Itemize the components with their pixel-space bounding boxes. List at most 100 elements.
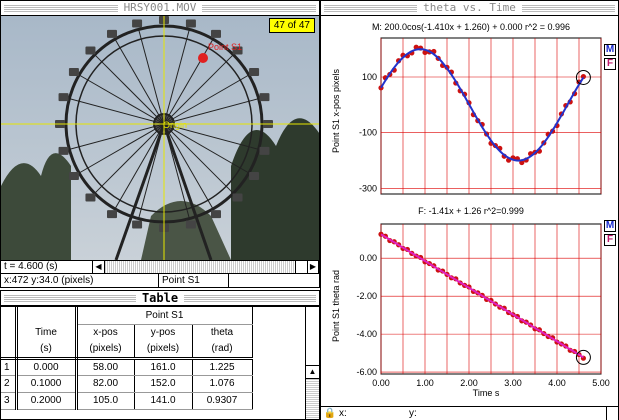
gondola: [58, 93, 69, 102]
y-tick-label: -6.00: [356, 367, 377, 377]
y-tick-label: -100: [359, 128, 377, 138]
fit-curve: [380, 233, 584, 359]
gondola: [58, 146, 69, 155]
time-readout: t = 4.600 (s): [1, 261, 93, 273]
cell-theta[interactable]: 1.225: [192, 358, 253, 376]
scroll-up-icon[interactable]: ▲: [306, 365, 319, 379]
x-axis-label: Time s: [473, 388, 500, 398]
gondola: [132, 19, 143, 28]
tracked-point-marker: [198, 53, 208, 63]
resize-box-icon[interactable]: [606, 407, 618, 420]
step-back-icon[interactable]: ◀: [93, 261, 105, 273]
current-point-marker: [575, 69, 591, 85]
x-tick-label: 5.00: [592, 378, 610, 388]
frame-slider-thumb[interactable]: [295, 261, 307, 273]
gondola: [68, 68, 79, 76]
movie-frame[interactable]: Point S1 Origin 47 of 47: [0, 16, 320, 260]
cell-theta[interactable]: 1.076: [192, 375, 253, 393]
col-header-y[interactable]: y-pos: [134, 324, 193, 341]
gondola: [185, 220, 196, 229]
graph-title-text: theta vs. Time: [417, 1, 522, 14]
row-index: 2: [1, 375, 18, 393]
graph-footer: 🔒 x: y:: [321, 406, 618, 420]
table-row[interactable]: 2 0.1000 82.00 152.0 1.076: [1, 375, 253, 393]
col-unit-x: (pixels): [76, 341, 135, 360]
x-tick-label: 4.00: [548, 378, 566, 388]
gondola: [259, 146, 270, 155]
graph-canvas[interactable]: M: 200.0cos(-1.410x + 1.260) + 0.000 r^2…: [321, 16, 618, 420]
movie-controls: t = 4.600 (s) ◀ ▶: [0, 260, 320, 274]
table-window-title[interactable]: Table: [0, 290, 320, 306]
row-index: 1: [1, 358, 18, 376]
gondola: [68, 172, 79, 180]
fit-curve: [380, 48, 585, 162]
origin-label: Origin: [163, 120, 187, 130]
col-header-x[interactable]: x-pos: [76, 324, 135, 341]
m-model-button-lower[interactable]: M: [604, 220, 616, 232]
cell-x[interactable]: 58.00: [76, 358, 135, 376]
y-tick-label: -2.00: [356, 291, 377, 301]
step-forward-icon[interactable]: ▶: [307, 261, 319, 273]
cell-theta[interactable]: 0.9307: [192, 392, 253, 410]
table-scrollbar[interactable]: ▲: [305, 307, 319, 419]
point-s1-label: Point S1: [208, 42, 242, 52]
footer-x-readout: x:: [339, 408, 347, 419]
cell-time[interactable]: 0.000: [16, 358, 78, 376]
current-point-marker: [575, 349, 591, 365]
table-row[interactable]: 3 0.2000 105.0 141.0 0.9307: [1, 392, 253, 410]
graph-window: M: 200.0cos(-1.410x + 1.260) + 0.000 r^2…: [320, 16, 619, 420]
coordinate-readout: x:472 y:34.0 (pixels): [1, 274, 159, 287]
col-unit-time: (s): [16, 341, 78, 360]
group-header: Point S1: [76, 307, 253, 325]
frame-counter: 47 of 47: [268, 18, 315, 33]
lock-icon[interactable]: 🔒: [323, 408, 337, 419]
y-tick-label: 0.00: [359, 253, 377, 263]
movie-title-text: HRSY001.MOV: [117, 1, 203, 14]
x-tick-label: 1.00: [416, 378, 434, 388]
bottom-y-axis-label: Point S1 theta rad: [331, 270, 341, 342]
gondola: [107, 29, 117, 38]
gondola: [249, 68, 260, 76]
ferris-wheel-video[interactable]: Point S1 Origin: [1, 16, 320, 260]
x-tick-label: 2.00: [460, 378, 478, 388]
cell-x[interactable]: 105.0: [76, 392, 135, 410]
gondola: [132, 220, 143, 229]
cell-y[interactable]: 161.0: [134, 358, 193, 376]
graph-window-title[interactable]: theta vs. Time: [320, 0, 619, 16]
row-index: 3: [1, 392, 18, 410]
col-unit-y: (pixels): [134, 341, 193, 360]
y-tick-label: -300: [359, 183, 377, 193]
x-tick-label: 3.00: [504, 378, 522, 388]
point-selector[interactable]: Point S1: [159, 274, 229, 287]
gondola: [185, 19, 196, 28]
cell-time[interactable]: 0.1000: [16, 375, 78, 393]
table-scroll-track[interactable]: [306, 379, 319, 419]
frame-slider[interactable]: [105, 261, 295, 273]
y-tick-label: 100: [362, 72, 377, 82]
cell-x[interactable]: 82.00: [76, 375, 135, 393]
col-unit-theta: (rad): [192, 341, 253, 360]
gondola: [232, 193, 243, 202]
table-row[interactable]: 1 0.000 58.00 161.0 1.225: [1, 358, 253, 376]
m-model-button[interactable]: M: [604, 44, 616, 56]
cell-time[interactable]: 0.2000: [16, 392, 78, 410]
gondola: [85, 193, 96, 202]
table-corner-time: [16, 307, 78, 324]
f-fit-button[interactable]: F: [604, 58, 616, 70]
y-tick-label: -4.00: [356, 329, 377, 339]
col-header-time[interactable]: Time: [16, 324, 78, 341]
movie-window-title[interactable]: HRSY001.MOV: [0, 0, 320, 16]
table-title-text: Table: [135, 291, 185, 305]
gondola: [259, 93, 270, 102]
footer-y-readout: y:: [409, 408, 417, 419]
table-corner: [1, 307, 18, 324]
bottom-fit-equation: F: -1.41x + 1.26 r^2=0.999: [418, 206, 524, 216]
gondola: [107, 210, 117, 219]
data-table: Point S1 Time x-pos y-pos theta (s) (pix…: [0, 306, 320, 420]
gondola: [211, 29, 221, 38]
f-fit-button-lower[interactable]: F: [604, 234, 616, 246]
gondola: [211, 210, 221, 219]
cell-y[interactable]: 141.0: [134, 392, 193, 410]
cell-y[interactable]: 152.0: [134, 375, 193, 393]
col-header-theta[interactable]: theta: [192, 324, 253, 341]
